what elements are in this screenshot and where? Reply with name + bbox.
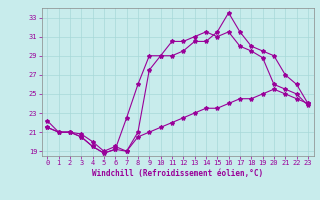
X-axis label: Windchill (Refroidissement éolien,°C): Windchill (Refroidissement éolien,°C) [92,169,263,178]
